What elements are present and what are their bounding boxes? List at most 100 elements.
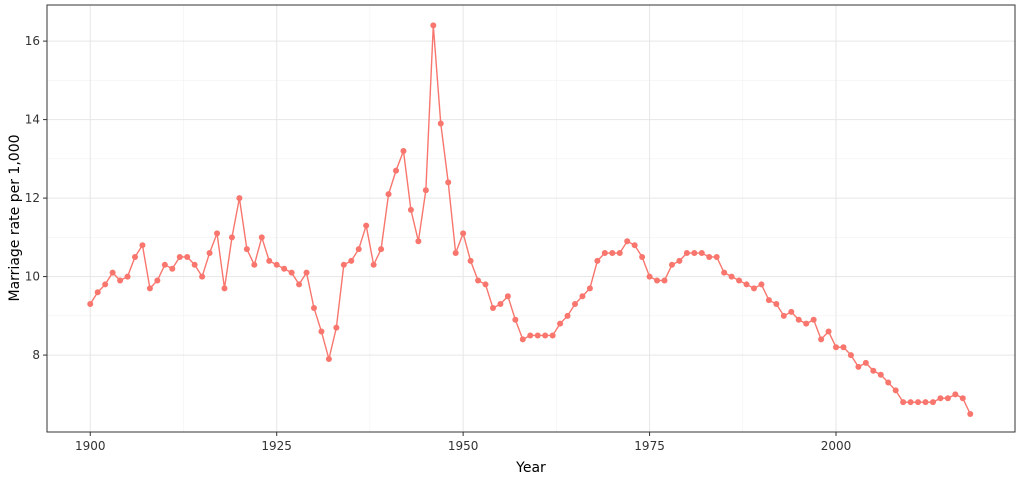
point xyxy=(87,301,94,308)
point xyxy=(199,273,206,280)
point xyxy=(818,336,825,343)
point xyxy=(355,246,362,253)
x-tick-label: 1900 xyxy=(75,439,106,453)
point xyxy=(780,312,787,319)
point xyxy=(572,301,578,308)
point xyxy=(363,222,370,229)
point xyxy=(601,250,608,257)
point xyxy=(169,265,176,272)
point xyxy=(146,285,153,292)
x-axis-title: Year xyxy=(515,460,546,476)
point xyxy=(564,312,571,319)
point xyxy=(407,206,414,213)
point xyxy=(94,289,101,296)
point xyxy=(862,359,869,366)
point xyxy=(594,257,601,264)
point xyxy=(452,250,459,257)
point xyxy=(117,277,124,284)
point xyxy=(370,261,377,268)
point xyxy=(728,273,735,280)
point xyxy=(885,379,892,386)
point xyxy=(467,257,474,264)
point xyxy=(929,399,936,406)
point xyxy=(281,265,288,272)
point xyxy=(833,344,840,351)
point xyxy=(840,344,847,351)
point xyxy=(318,328,325,335)
point xyxy=(266,257,273,264)
point xyxy=(310,304,317,311)
point xyxy=(542,332,549,339)
point xyxy=(758,281,765,288)
point xyxy=(154,277,161,284)
x-tick-label: 1950 xyxy=(448,439,479,453)
point xyxy=(810,316,817,323)
point xyxy=(870,367,877,374)
point xyxy=(609,250,616,257)
point xyxy=(243,246,250,253)
point xyxy=(236,195,243,202)
point xyxy=(325,356,332,363)
plot-border xyxy=(46,4,1016,433)
point xyxy=(497,301,504,308)
y-tick-label: 8 xyxy=(32,348,40,362)
point xyxy=(691,250,698,257)
point xyxy=(504,293,511,300)
point xyxy=(489,304,496,311)
point xyxy=(795,316,802,323)
point xyxy=(393,167,400,174)
point xyxy=(668,261,675,268)
point xyxy=(184,253,191,260)
point xyxy=(698,250,705,257)
point xyxy=(944,395,951,402)
point xyxy=(191,261,198,268)
point xyxy=(460,230,467,237)
point xyxy=(161,261,168,268)
y-tick-label: 14 xyxy=(25,113,40,127)
point xyxy=(445,179,452,186)
point xyxy=(340,261,347,268)
x-tick-label: 1975 xyxy=(634,439,665,453)
line xyxy=(89,25,971,415)
point xyxy=(750,285,757,292)
point xyxy=(892,387,899,394)
point xyxy=(251,261,258,268)
point xyxy=(631,242,638,249)
x-tick-label: 2000 xyxy=(821,439,852,453)
point xyxy=(847,352,854,359)
point xyxy=(654,277,661,284)
point xyxy=(713,253,720,260)
y-tick-label: 10 xyxy=(25,270,40,284)
y-tick-label: 12 xyxy=(25,191,40,205)
point xyxy=(721,269,728,276)
point xyxy=(952,391,959,398)
point xyxy=(639,253,646,260)
point xyxy=(228,234,235,241)
point xyxy=(519,336,526,343)
point xyxy=(959,395,966,402)
point xyxy=(482,281,489,288)
point xyxy=(900,399,907,406)
y-axis-title: Marriage rate per 1,000 xyxy=(7,134,23,301)
y-tick-label: 16 xyxy=(25,34,40,48)
point xyxy=(378,246,385,253)
x-tick-label: 1925 xyxy=(261,439,292,453)
point xyxy=(475,277,482,284)
point xyxy=(124,273,131,280)
point xyxy=(579,293,586,300)
point xyxy=(616,250,623,257)
point xyxy=(385,191,392,198)
point xyxy=(102,281,109,288)
point xyxy=(273,261,280,268)
point xyxy=(176,253,183,260)
point xyxy=(743,281,750,288)
point xyxy=(922,399,929,406)
point xyxy=(221,285,228,292)
point xyxy=(214,230,221,237)
point xyxy=(877,371,884,378)
point xyxy=(333,324,340,331)
point xyxy=(557,320,564,327)
point xyxy=(109,269,116,276)
